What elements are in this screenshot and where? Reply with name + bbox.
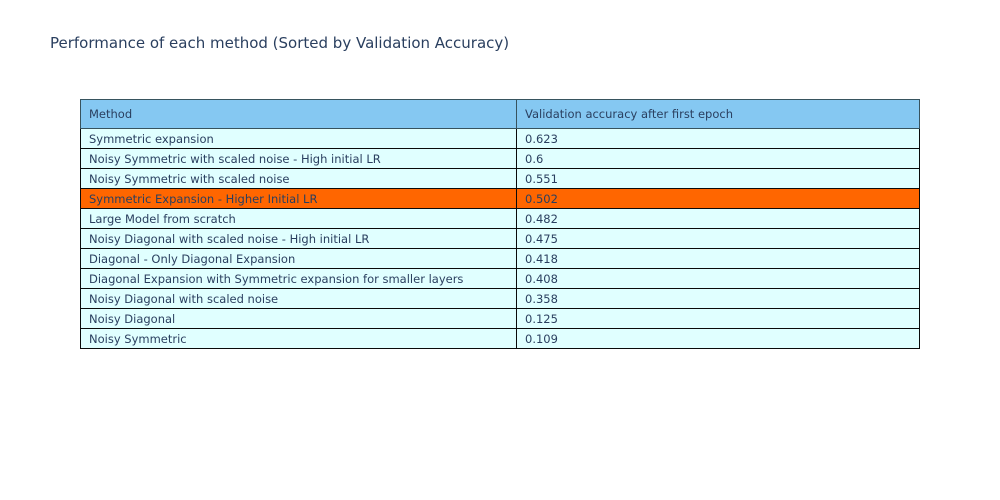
table-row: Noisy Diagonal 0.125 [80,308,920,329]
accuracy-cell: 0.109 [516,328,920,349]
accuracy-cell: 0.475 [516,228,920,249]
method-cell: Noisy Symmetric [80,328,517,349]
table-row: Noisy Diagonal with scaled noise 0.358 [80,288,920,309]
accuracy-cell: 0.482 [516,208,920,229]
method-cell: Diagonal - Only Diagonal Expansion [80,248,517,269]
method-cell: Noisy Diagonal with scaled noise [80,288,517,309]
header-row: Method Validation accuracy after first e… [80,99,920,129]
table-row: Symmetric Expansion - Higher Initial LR 0… [80,188,920,209]
column-header-method: Method [80,99,517,129]
method-cell: Symmetric expansion [80,128,517,149]
method-cell: Large Model from scratch [80,208,517,229]
accuracy-cell: 0.502 [516,188,920,209]
accuracy-cell: 0.358 [516,288,920,309]
accuracy-cell: 0.6 [516,148,920,169]
method-cell: Noisy Diagonal with scaled noise - High … [80,228,517,249]
table-row: Noisy Symmetric with scaled noise 0.551 [80,168,920,189]
page-title: Performance of each method (Sorted by Va… [50,34,510,52]
method-cell: Noisy Symmetric with scaled noise - High… [80,148,517,169]
accuracy-cell: 0.551 [516,168,920,189]
method-cell: Noisy Diagonal [80,308,517,329]
method-cell: Noisy Symmetric with scaled noise [80,168,517,189]
accuracy-cell: 0.623 [516,128,920,149]
table-row: Diagonal - Only Diagonal Expansion 0.418 [80,248,920,269]
column-header-accuracy: Validation accuracy after first epoch [516,99,920,129]
method-cell: Symmetric Expansion - Higher Initial LR [80,188,517,209]
table-row: Noisy Diagonal with scaled noise - High … [80,228,920,249]
table-row: Noisy Symmetric 0.109 [80,328,920,349]
table-row: Symmetric expansion 0.623 [80,128,920,149]
method-cell: Diagonal Expansion with Symmetric expans… [80,268,517,289]
performance-table: Method Validation accuracy after first e… [80,99,920,349]
accuracy-cell: 0.408 [516,268,920,289]
table-row: Diagonal Expansion with Symmetric expans… [80,268,920,289]
table-row: Noisy Symmetric with scaled noise - High… [80,148,920,169]
table-row: Large Model from scratch 0.482 [80,208,920,229]
accuracy-cell: 0.418 [516,248,920,269]
accuracy-cell: 0.125 [516,308,920,329]
table-body: Symmetric expansion 0.623 Noisy Symmetric … [80,128,920,349]
